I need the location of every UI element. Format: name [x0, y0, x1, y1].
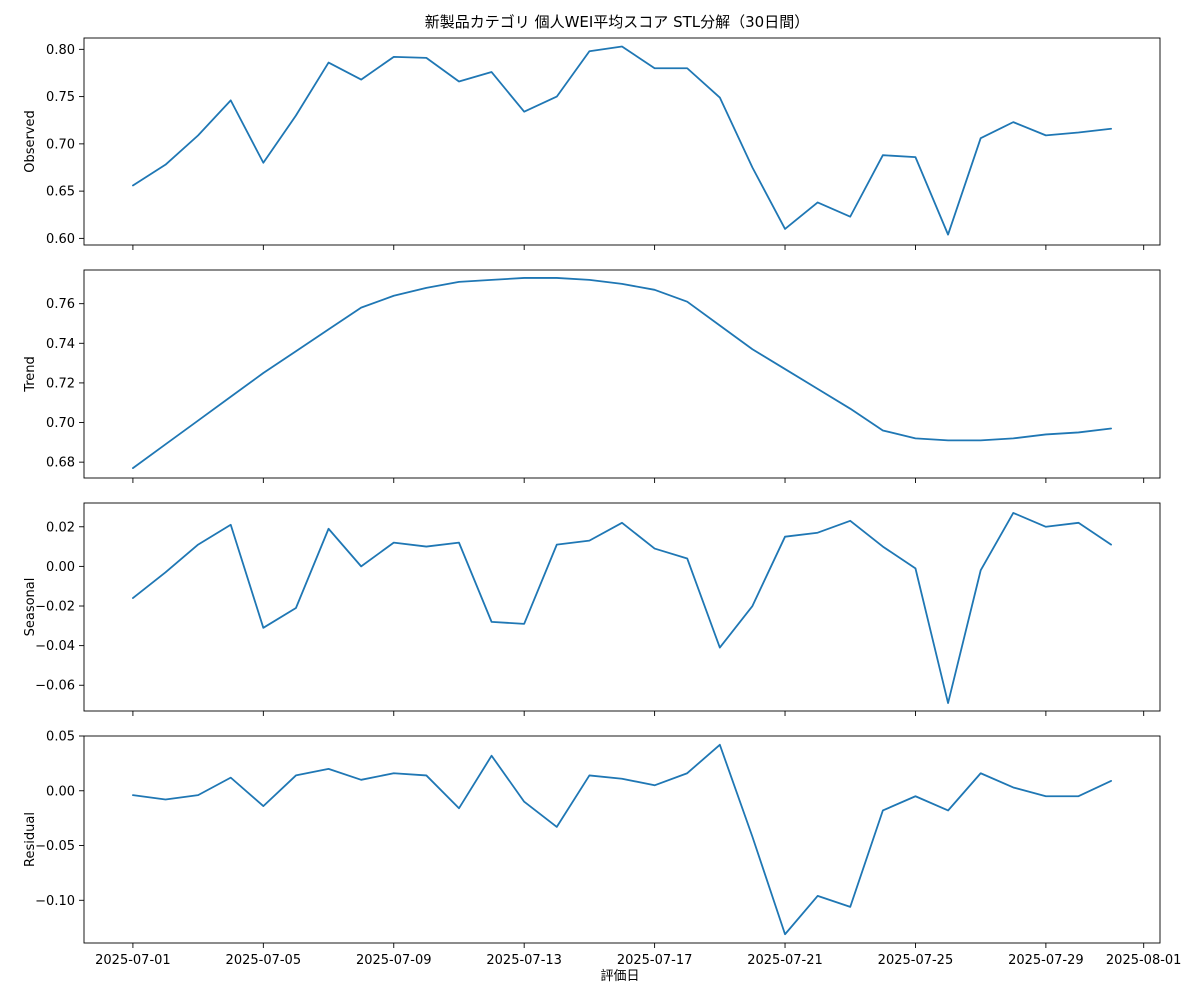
y-tick-label: 0.76 [46, 297, 75, 312]
panel-frame [83, 502, 1161, 712]
x-tick-label: 2025-07-01 [95, 953, 171, 968]
panels-group: 0.60 0.65 0.70 0.75 0.80 Observed 0.68 0.70 0.72… [23, 37, 1181, 969]
y-tick-label: −0.10 [35, 894, 75, 909]
panel-residual: 0.05 0.00 −0.05 −0.10 Residual 2025-07-01 2025… [23, 730, 1181, 969]
y-axis-label: Trend [23, 356, 38, 393]
panel-frame [83, 735, 1161, 944]
panel-observed: 0.60 0.65 0.70 0.75 0.80 Observed [23, 37, 1161, 250]
y-tick-label: 0.02 [46, 520, 75, 535]
x-tick-label: 2025-07-25 [878, 953, 954, 968]
y-tick-label: 0.65 [46, 185, 75, 200]
figure-title: 新製品カテゴリ 個人WEI平均スコア STL分解（30日間） [425, 13, 809, 31]
y-axis-label: Observed [23, 110, 38, 173]
y-tick-label: −0.02 [35, 600, 75, 615]
series-line-observed [132, 45, 1112, 236]
x-tick-label: 2025-07-29 [1008, 953, 1084, 968]
x-tick-label: 2025-07-17 [617, 953, 693, 968]
y-tick-label: 0.70 [46, 137, 75, 152]
y-tick-label: 0.68 [46, 456, 75, 471]
y-axis-label: Seasonal [23, 578, 38, 637]
x-tick-label: 2025-07-05 [226, 953, 302, 968]
y-tick-label: 0.72 [46, 376, 75, 391]
y-tick-label: 0.00 [46, 784, 75, 799]
series-line-trend [132, 277, 1112, 470]
y-tick-label: 0.75 [46, 90, 75, 105]
x-tick-label: 2025-07-09 [356, 953, 432, 968]
y-tick-label: 0.74 [46, 337, 75, 352]
x-tick-label: 2025-07-13 [486, 953, 562, 968]
y-tick-label: −0.04 [35, 639, 75, 654]
y-tick-label: −0.05 [35, 839, 75, 854]
y-tick-label: 0.80 [46, 43, 75, 58]
y-tick-label: 0.60 [46, 232, 75, 247]
y-axis-label: Residual [23, 812, 38, 867]
panel-seasonal: 0.02 0.00 −0.02 −0.04 −0.06 Seasonal [23, 502, 1161, 716]
series-line-seasonal [132, 512, 1112, 704]
y-tick-label: 0.00 [46, 560, 75, 575]
x-axis-label: 評価日 [600, 969, 639, 984]
panel-trend: 0.68 0.70 0.72 0.74 0.76 Trend [23, 269, 1161, 483]
panel-frame [83, 37, 1161, 246]
panel-frame [83, 269, 1161, 479]
y-tick-label: 0.70 [46, 416, 75, 431]
y-tick-label: −0.06 [35, 679, 75, 694]
series-line-residual [132, 743, 1112, 936]
y-tick-label: 0.05 [46, 730, 75, 745]
x-tick-label: 2025-07-21 [747, 953, 823, 968]
x-tick-label: 2025-08-01 [1106, 953, 1182, 968]
